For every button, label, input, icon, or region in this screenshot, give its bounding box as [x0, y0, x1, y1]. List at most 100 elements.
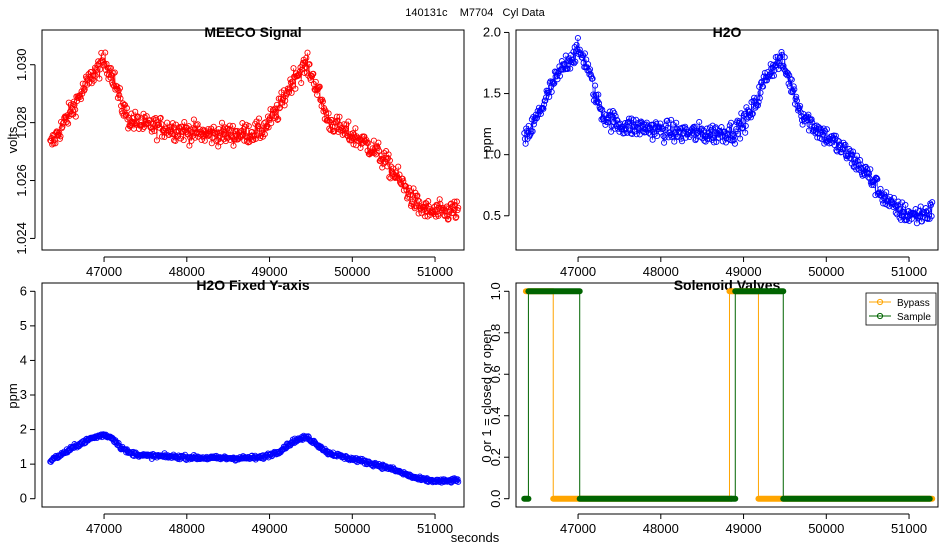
data-point [700, 127, 707, 134]
data-point [148, 124, 155, 131]
data-point [74, 97, 81, 105]
data-point [157, 114, 164, 121]
x-tick-label: 47000 [86, 521, 122, 536]
data-point [834, 148, 841, 155]
data-point [227, 454, 234, 462]
data-point [741, 110, 748, 117]
data-point [592, 82, 599, 89]
data-point [81, 86, 88, 93]
data-point [425, 203, 432, 210]
data-point [131, 120, 138, 127]
data-point [604, 119, 611, 126]
data-point [255, 122, 262, 129]
data-point [292, 85, 299, 92]
data-point [146, 117, 153, 124]
data-point [225, 126, 233, 134]
x-tick-label: 51000 [417, 264, 453, 279]
data-point [787, 75, 794, 82]
data-point [682, 134, 689, 141]
data-point [573, 41, 580, 48]
data-point [542, 97, 549, 104]
data-point [890, 194, 897, 201]
data-point [213, 137, 220, 144]
data-point [357, 144, 364, 151]
data-point [245, 123, 252, 130]
data-point [265, 124, 272, 131]
data-point [867, 166, 874, 173]
data-point [669, 121, 677, 128]
data-point [585, 61, 592, 68]
data-point [601, 111, 608, 118]
y-tick-label: 1.0 [483, 147, 501, 162]
data-point [564, 65, 571, 73]
data-point [289, 78, 296, 85]
data-point [252, 135, 259, 142]
data-point [902, 201, 909, 208]
panel-title: H2O Fixed Y-axis [196, 277, 310, 293]
data-point [365, 139, 372, 146]
y-tick-label: 4 [20, 352, 27, 367]
y-tick-label: 1.0 [488, 282, 503, 300]
data-point [90, 77, 97, 84]
data-point [847, 147, 854, 155]
data-point [174, 132, 181, 139]
data-point [821, 127, 829, 134]
data-point [444, 212, 451, 219]
data-point [345, 118, 352, 125]
data-point [202, 128, 210, 135]
plot-box [515, 282, 939, 508]
y-tick-label: 1.028 [14, 106, 29, 139]
panel-h2o-fixed-y-axis: H2O Fixed Y-axis ppm 47000 48000 49000 5000… [5, 277, 465, 536]
data-point [261, 131, 268, 138]
data-point [230, 142, 237, 149]
data-point [633, 131, 640, 138]
data-point [181, 118, 188, 126]
data-point [342, 125, 349, 132]
data-point [387, 175, 394, 182]
data-point [819, 128, 826, 135]
x-tick-label: 49000 [725, 264, 761, 279]
y-tick-label: 2 [20, 422, 27, 437]
data-point [589, 75, 596, 82]
data-point [453, 198, 460, 205]
data-point [310, 70, 317, 77]
panel-title: MEECO Signal [204, 24, 301, 40]
data-point [418, 210, 425, 217]
data-point [533, 114, 541, 121]
data-point [177, 135, 184, 142]
data-point [407, 191, 414, 198]
data-point [786, 72, 793, 79]
y-tick-label: 0.6 [488, 365, 503, 383]
data-point [736, 118, 743, 125]
figure-xlabel: seconds [451, 530, 500, 545]
data-point [601, 118, 608, 125]
data-point [110, 70, 117, 77]
data-point [671, 138, 678, 145]
data-point [797, 102, 804, 110]
y-tick-label: 3 [20, 387, 27, 402]
data-point [540, 105, 547, 112]
data-point [97, 66, 104, 73]
data-point [808, 116, 815, 123]
data-point [323, 109, 330, 116]
data-points [521, 34, 936, 227]
data-point [744, 115, 751, 122]
data-point [134, 113, 141, 120]
panel-h2o: H2O ppm 47000 48000 49000 50000 51000 0.5 1.0 1… [479, 24, 939, 279]
data-point [308, 72, 315, 79]
y-tick-label: 6 [20, 283, 27, 298]
data-point [120, 100, 127, 107]
y-tick-label: 1 [20, 456, 27, 471]
data-point [908, 215, 915, 222]
data-point [696, 118, 703, 126]
data-point [538, 105, 545, 112]
data-point [928, 213, 935, 220]
data-point [742, 129, 749, 136]
data-point [823, 126, 830, 133]
data-point [726, 126, 733, 133]
data-point [569, 59, 576, 66]
x-tick-label: 50000 [808, 264, 844, 279]
data-point [334, 117, 341, 124]
data-point [420, 206, 427, 213]
data-point [887, 193, 894, 200]
